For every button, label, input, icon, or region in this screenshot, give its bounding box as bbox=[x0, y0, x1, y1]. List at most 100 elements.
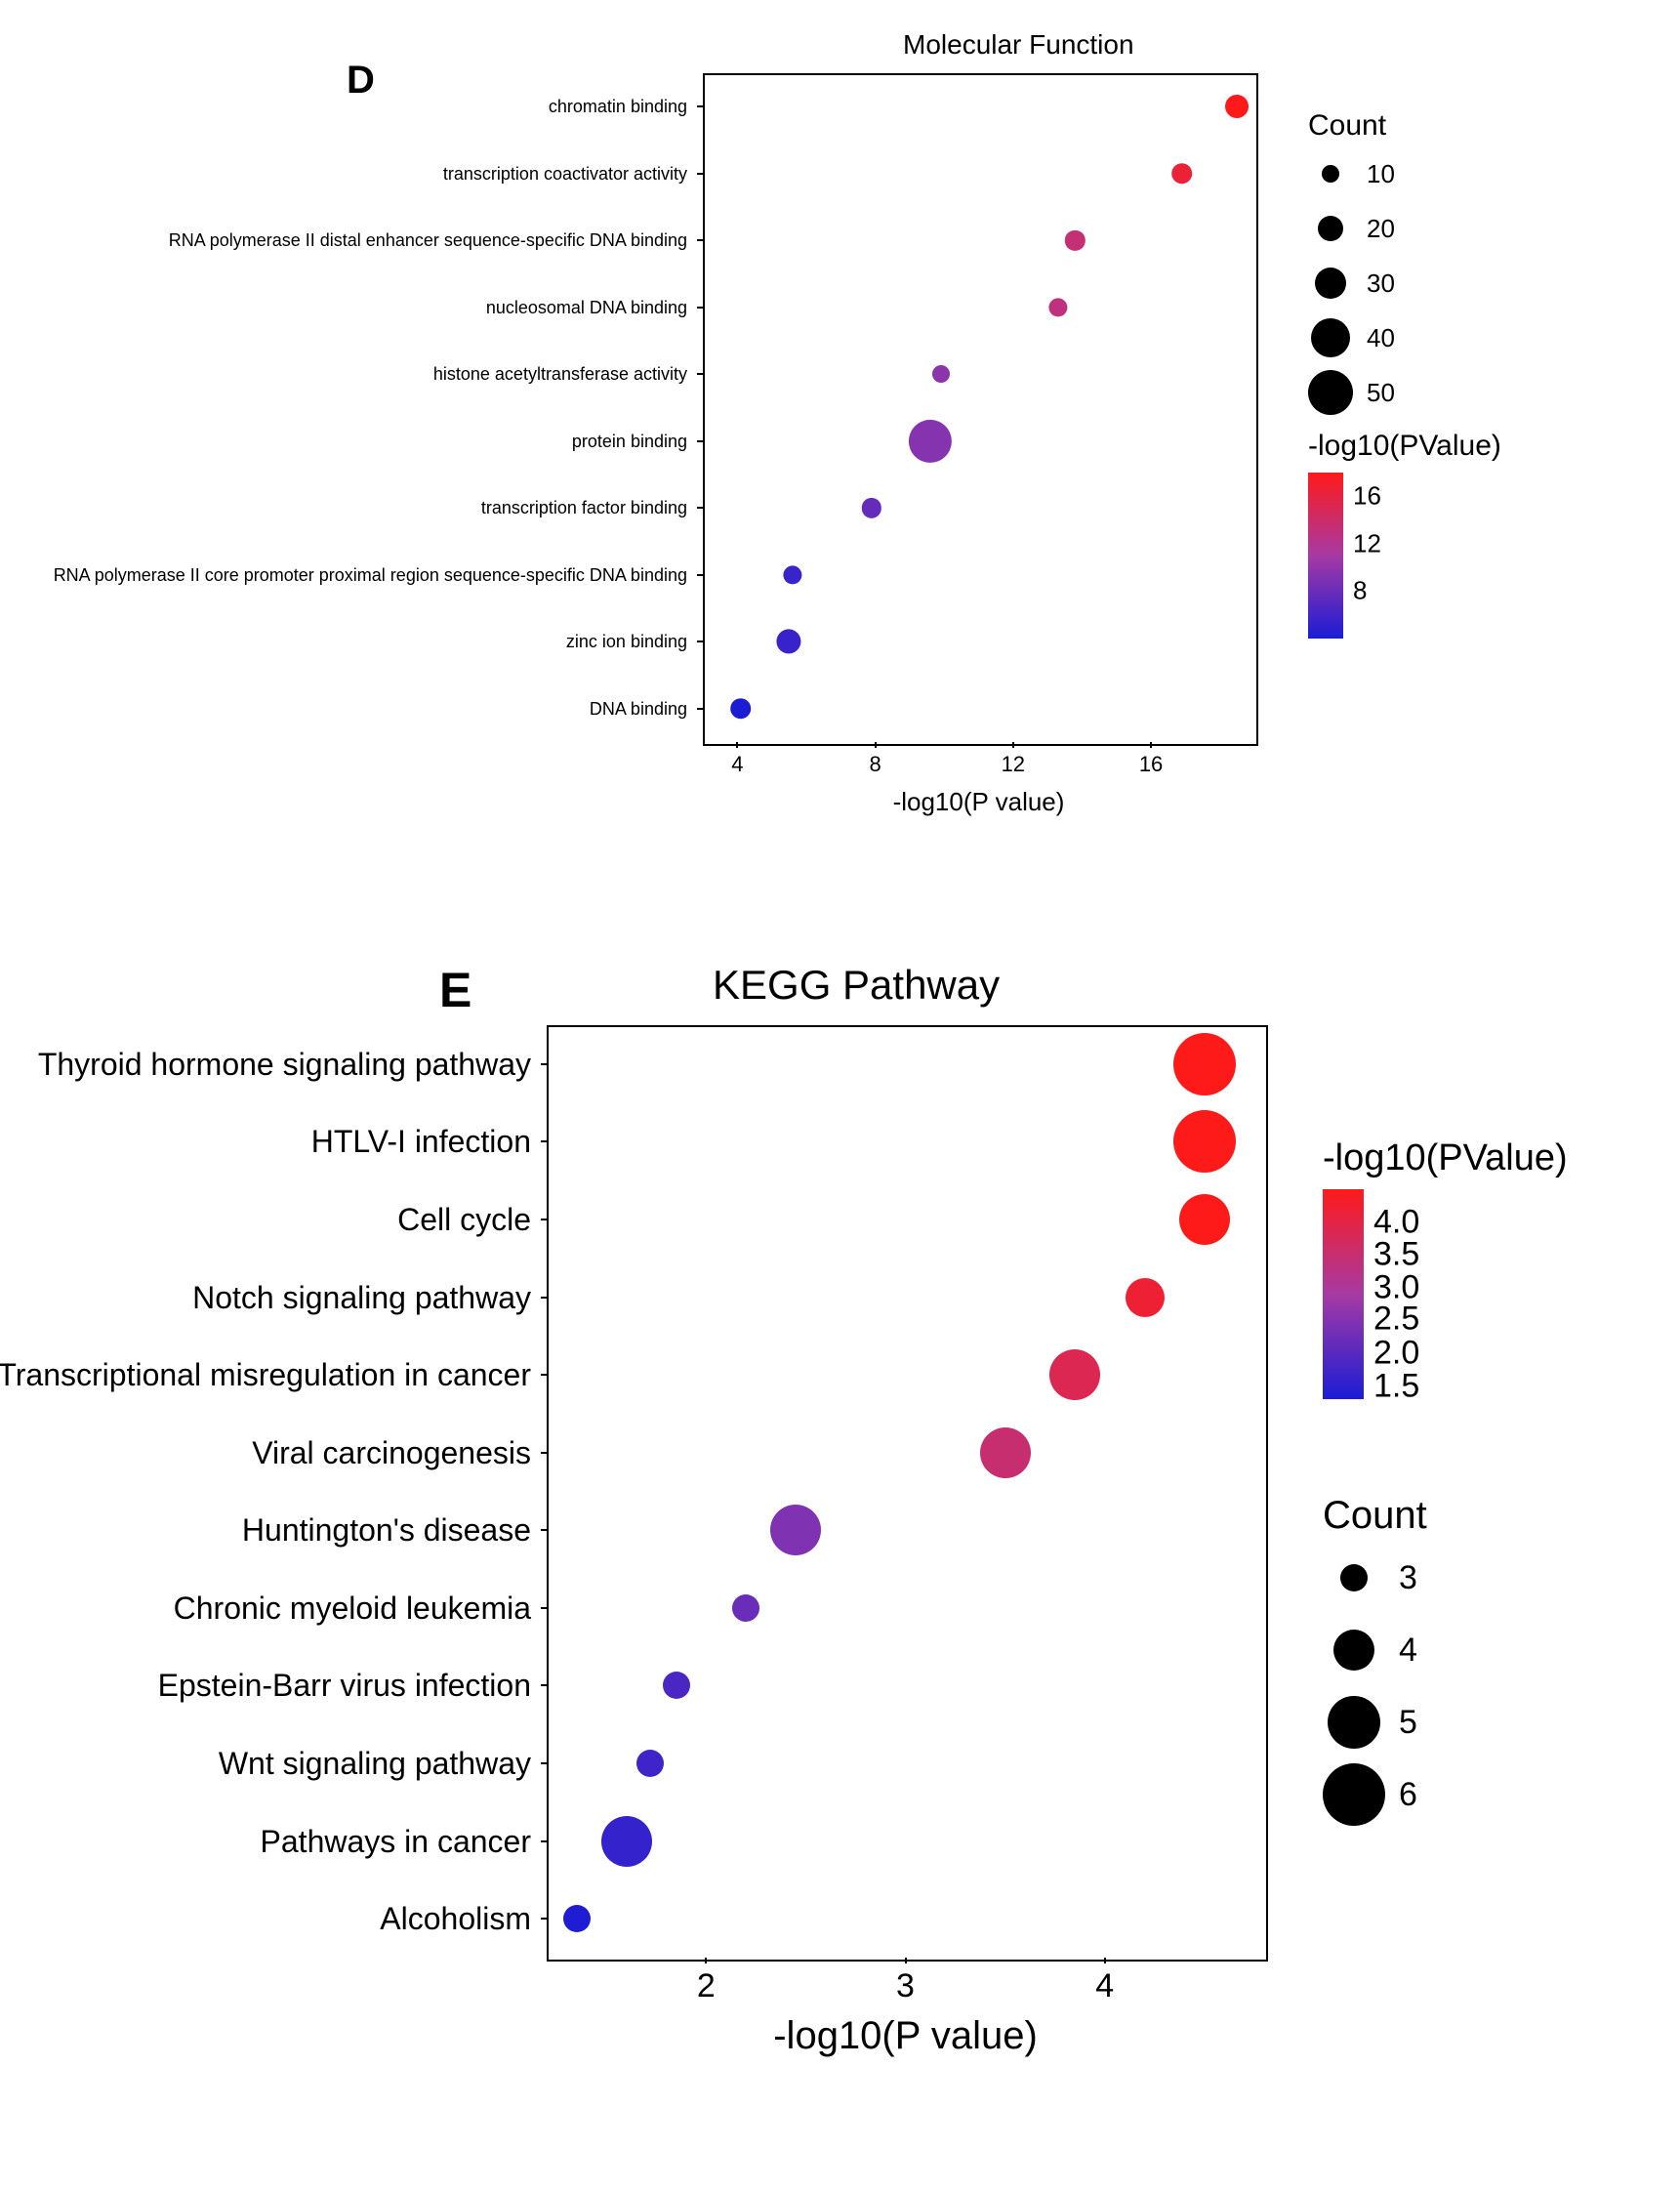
y-axis-label: DNA binding bbox=[590, 700, 687, 718]
x-axis-tick-label: 16 bbox=[1139, 752, 1163, 777]
legend-count-dot bbox=[1318, 216, 1343, 241]
x-axis-tick-label: 4 bbox=[731, 752, 743, 777]
data-point bbox=[730, 698, 752, 720]
legend-count-label: 20 bbox=[1367, 214, 1395, 244]
y-axis-label: Viral carcinogenesis bbox=[252, 1437, 531, 1468]
y-axis-label: transcription coactivator activity bbox=[443, 165, 687, 183]
legend-count-row: 20 bbox=[1308, 203, 1395, 254]
legend-count-dot bbox=[1323, 1763, 1385, 1826]
data-point bbox=[732, 1594, 759, 1622]
legend-count-row: 10 bbox=[1308, 148, 1395, 199]
legend-count-label: 4 bbox=[1399, 1632, 1417, 1670]
panel-letter-e: E bbox=[439, 962, 471, 1018]
y-axis-label: chromatin binding bbox=[549, 98, 687, 115]
legend-count-row: 5 bbox=[1323, 1688, 1427, 1756]
data-point bbox=[932, 365, 950, 383]
x-axis-tick-label: 2 bbox=[697, 1967, 716, 2005]
y-tick bbox=[541, 1140, 547, 1142]
legend-color-title: -log10(PValue) bbox=[1323, 1137, 1568, 1179]
y-axis-label: Notch signaling pathway bbox=[192, 1282, 531, 1313]
x-axis-tick-label: 4 bbox=[1095, 1967, 1114, 2005]
legend-count-row: 3 bbox=[1323, 1544, 1427, 1612]
y-tick bbox=[697, 173, 703, 175]
legend-count-label: 5 bbox=[1399, 1704, 1417, 1742]
data-point bbox=[980, 1427, 1031, 1478]
legend-count-label: 3 bbox=[1399, 1559, 1417, 1597]
legend-color-title: -log10(PValue) bbox=[1308, 430, 1501, 463]
y-axis-label: protein binding bbox=[572, 433, 687, 450]
panel-title: Molecular Function bbox=[903, 29, 1134, 61]
data-point bbox=[1171, 163, 1193, 185]
y-tick bbox=[541, 1297, 547, 1299]
y-axis-label: Pathways in cancer bbox=[261, 1826, 531, 1857]
y-tick bbox=[541, 1219, 547, 1220]
x-axis-tick-label: 12 bbox=[1002, 752, 1025, 777]
legend-count-dot bbox=[1308, 370, 1353, 415]
y-axis-label: Huntington's disease bbox=[242, 1514, 531, 1546]
legend-color-bar: 4.03.53.02.52.01.5 bbox=[1323, 1189, 1364, 1399]
data-point bbox=[1049, 1349, 1100, 1400]
legend-count-row: 4 bbox=[1323, 1616, 1427, 1684]
legend-color-tick-label: 8 bbox=[1353, 575, 1367, 605]
legend-count: Count1020304050 bbox=[1308, 109, 1395, 422]
y-tick bbox=[541, 1684, 547, 1686]
data-point bbox=[663, 1672, 690, 1699]
legend-count-dot bbox=[1340, 1564, 1368, 1591]
y-tick bbox=[541, 1063, 547, 1065]
legend-count-row: 6 bbox=[1323, 1760, 1427, 1829]
y-axis-label: Thyroid hormone signaling pathway bbox=[38, 1049, 531, 1080]
legend-color-tick-label: 3.5 bbox=[1373, 1235, 1419, 1273]
y-axis-label: Wnt signaling pathway bbox=[219, 1748, 531, 1779]
panel-letter-d: D bbox=[347, 59, 375, 103]
legend-color-bar: 16128 bbox=[1308, 473, 1343, 639]
legend-color: -log10(PValue)16128 bbox=[1308, 430, 1501, 639]
y-tick bbox=[541, 1452, 547, 1454]
y-tick bbox=[697, 640, 703, 642]
legend-count-title: Count bbox=[1323, 1494, 1427, 1538]
y-tick bbox=[697, 440, 703, 442]
x-tick bbox=[905, 1958, 907, 1963]
legend-color-tick-label: 2.0 bbox=[1373, 1334, 1419, 1372]
legend-color-tick-label: 12 bbox=[1353, 529, 1381, 559]
y-axis-label: transcription factor binding bbox=[481, 499, 687, 517]
y-tick bbox=[541, 1762, 547, 1764]
x-tick bbox=[736, 742, 738, 748]
y-tick bbox=[697, 105, 703, 107]
y-tick bbox=[541, 1607, 547, 1609]
panel-e: EKEGG PathwayThyroid hormone signaling p… bbox=[0, 947, 1680, 2085]
y-axis-label: histone acetyltransferase activity bbox=[433, 365, 687, 383]
data-point bbox=[1126, 1278, 1165, 1317]
x-tick bbox=[1150, 742, 1152, 748]
data-point bbox=[563, 1905, 591, 1932]
y-tick bbox=[541, 1529, 547, 1531]
y-tick bbox=[697, 574, 703, 576]
legend-count-label: 50 bbox=[1367, 378, 1395, 408]
legend-count-label: 6 bbox=[1399, 1776, 1417, 1814]
legend-count-label: 10 bbox=[1367, 159, 1395, 189]
plot-area bbox=[547, 1025, 1268, 1962]
legend-count-dot bbox=[1333, 1630, 1374, 1671]
legend-count-row: 40 bbox=[1308, 312, 1395, 363]
y-tick bbox=[541, 1840, 547, 1842]
y-axis-label: HTLV-I infection bbox=[311, 1126, 531, 1157]
y-axis-label: RNA polymerase II core promoter proximal… bbox=[54, 566, 687, 584]
legend-count-row: 30 bbox=[1308, 258, 1395, 309]
x-tick bbox=[1012, 742, 1014, 748]
y-tick bbox=[697, 708, 703, 710]
legend-count-label: 40 bbox=[1367, 323, 1395, 353]
y-axis-label: Cell cycle bbox=[397, 1204, 531, 1235]
legend-color-tick-label: 16 bbox=[1353, 480, 1381, 511]
x-axis-tick-label: 8 bbox=[869, 752, 881, 777]
y-tick bbox=[697, 507, 703, 509]
data-point bbox=[636, 1750, 664, 1777]
legend-color-tick-label: 1.5 bbox=[1373, 1368, 1419, 1406]
legend-count-dot bbox=[1322, 165, 1339, 183]
y-axis-label: Alcoholism bbox=[380, 1903, 531, 1934]
x-axis-title: -log10(P value) bbox=[893, 787, 1065, 817]
data-point bbox=[1173, 1033, 1236, 1095]
legend-color: -log10(PValue) 4.03.53.02.52.01.5 bbox=[1323, 1137, 1568, 1399]
x-axis-title: -log10(P value) bbox=[773, 2014, 1038, 2058]
data-point bbox=[1173, 1110, 1236, 1173]
legend-count-row: 50 bbox=[1308, 367, 1395, 418]
legend-count-dot bbox=[1311, 318, 1350, 357]
